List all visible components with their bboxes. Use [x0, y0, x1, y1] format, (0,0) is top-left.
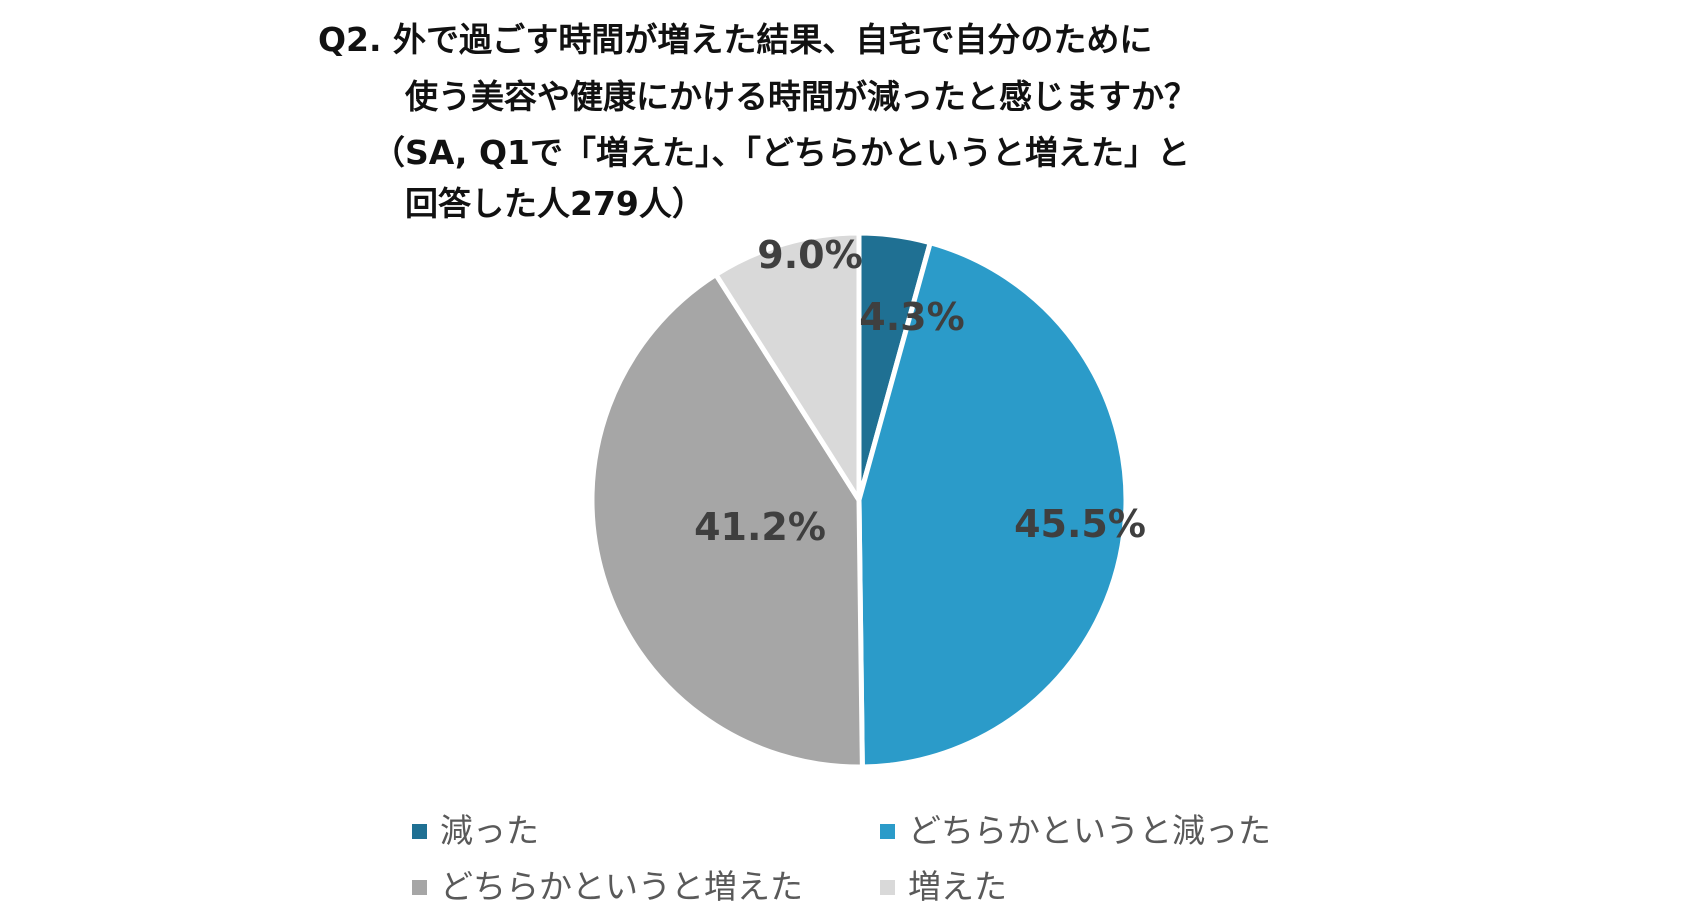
- legend-label-1: 減った: [440, 811, 539, 850]
- chart-title-line-4: 回答した人279人）: [405, 184, 705, 223]
- legend-label-3: どちらかというと増えた: [440, 867, 803, 906]
- data-label-2: 45.5%: [1014, 502, 1146, 546]
- legend-label-2: どちらかというと減った: [908, 811, 1271, 850]
- chart-title-line-3: （SA, Q1で「増えた」、「どちらかというと増えた」と: [372, 133, 1190, 172]
- chart-title: Q2. 外で過ごす時間が増えた結果、自宅で自分のために 使う美容や健康にかける時…: [318, 20, 1197, 223]
- legend-swatch-4: [880, 880, 895, 895]
- chart-title-line-1: Q2. 外で過ごす時間が増えた結果、自宅で自分のために: [318, 20, 1152, 59]
- legend-label-4: 増えた: [908, 867, 1007, 906]
- legend-swatch-3: [412, 880, 427, 895]
- data-label-3: 41.2%: [694, 505, 826, 549]
- pie-data-labels: 4.3% 45.5% 41.2% 9.0%: [694, 233, 1146, 549]
- legend-swatch-2: [880, 824, 895, 839]
- data-label-1: 4.3%: [859, 295, 964, 339]
- pie-slices: [589, 230, 1129, 770]
- pie-slice-4: [713, 230, 862, 503]
- legend-item-1: 減った: [412, 811, 539, 850]
- data-label-4: 9.0%: [757, 233, 862, 277]
- legend-item-3: どちらかというと増えた: [412, 867, 803, 906]
- chart-title-line-2: 使う美容や健康にかける時間が減ったと感じますか？: [405, 77, 1197, 116]
- legend-swatch-1: [412, 824, 427, 839]
- pie-slice-3: [589, 272, 865, 770]
- legend-item-4: 増えた: [880, 867, 1007, 906]
- pie-slice-2: [856, 240, 1129, 770]
- legend-item-2: どちらかというと減った: [880, 811, 1271, 850]
